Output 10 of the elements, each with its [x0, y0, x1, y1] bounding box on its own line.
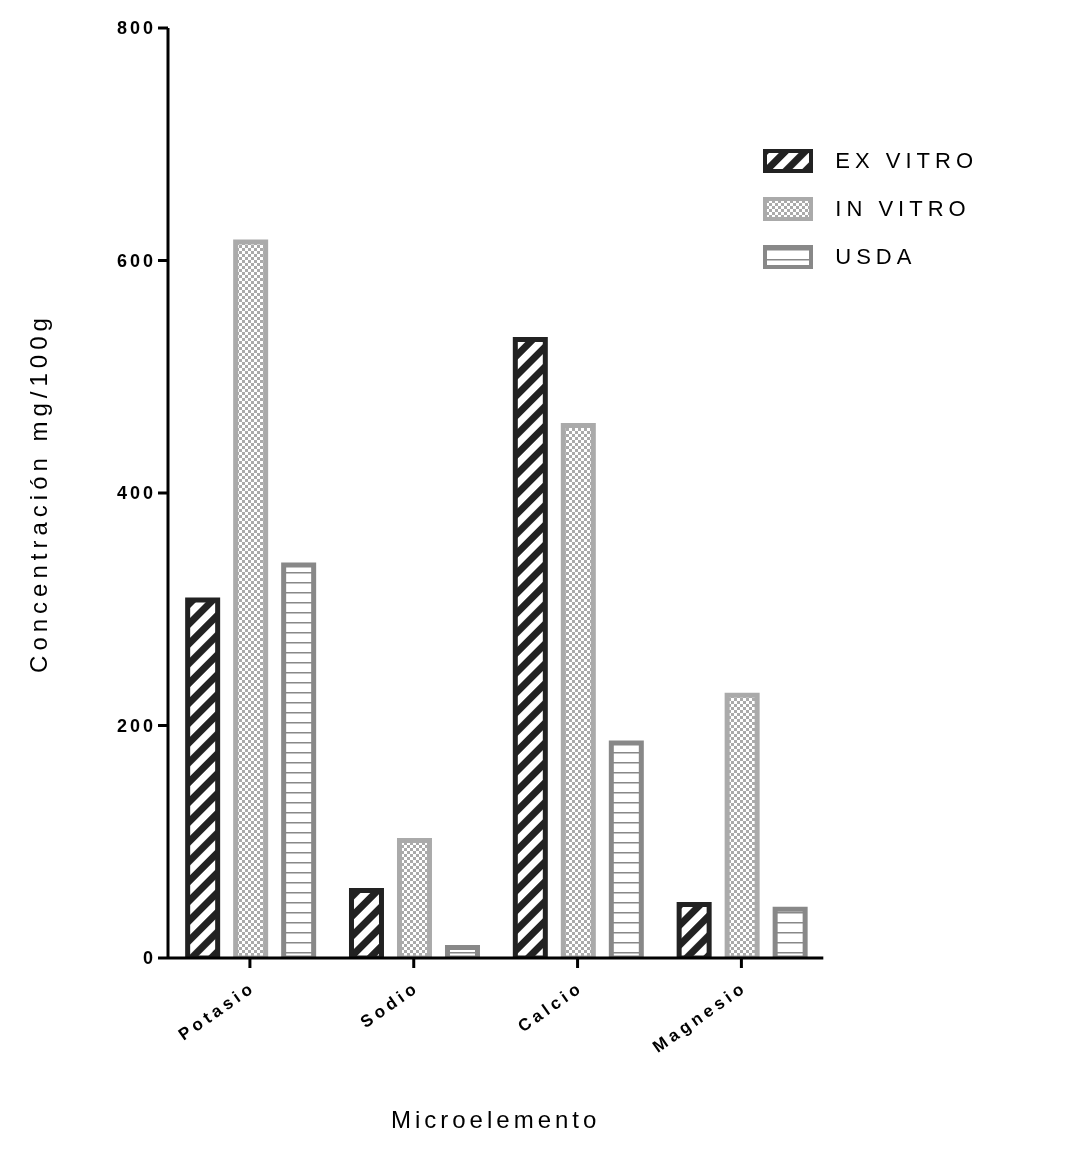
- y-tick-label: 600: [116, 250, 156, 271]
- y-tick-label: 200: [116, 715, 156, 736]
- y-tick-label: 400: [116, 483, 156, 504]
- legend-label: IN VITRO: [835, 196, 971, 222]
- legend-label: EX VITRO: [835, 148, 978, 174]
- x-axis-title: Microelemento: [390, 1106, 601, 1133]
- y-tick-label: 800: [116, 18, 156, 39]
- y-axis-title: Concentración mg/100g: [24, 313, 52, 673]
- legend-label: USDA: [835, 244, 917, 270]
- y-tick-label: 0: [142, 948, 156, 969]
